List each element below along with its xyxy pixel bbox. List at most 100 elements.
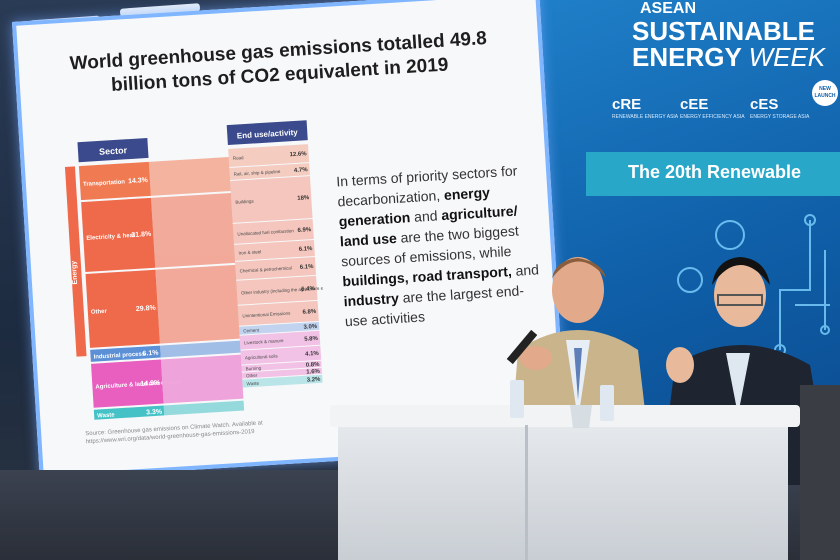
enduse-bar bbox=[240, 345, 322, 365]
cee-logo: cEE bbox=[680, 96, 709, 113]
event-banner-text: The 20th Renewable bbox=[628, 162, 802, 182]
enduse-name: Iron & steel bbox=[238, 249, 261, 255]
table-items bbox=[510, 380, 614, 428]
enduse-value: 4.7% bbox=[294, 167, 309, 174]
enduse-name: Buildings bbox=[235, 199, 254, 205]
event-logo-row: cRE RENEWABLE ENERGY ASIA cEE ENERGY EFF… bbox=[612, 80, 840, 132]
tablecloth-fold bbox=[525, 425, 528, 560]
body-text-part: In terms of priority sectors for decarbo… bbox=[335, 162, 518, 210]
ces-logo: cES bbox=[750, 96, 779, 113]
event-title-line1: SUSTAINABLE bbox=[632, 16, 815, 46]
enduse-bar bbox=[232, 219, 314, 244]
enduse-value: 6.9% bbox=[297, 227, 312, 234]
enduse-name: Agricultural soils bbox=[245, 353, 279, 360]
sector-value: 6.1% bbox=[142, 350, 159, 358]
enduse-value: 1.6% bbox=[306, 369, 321, 376]
sankey-flow bbox=[150, 192, 236, 268]
sankey-flow bbox=[160, 354, 244, 404]
enduse-header: End use/activity bbox=[237, 128, 299, 141]
sector-value: 14.3% bbox=[128, 177, 149, 185]
sector-name: Transportation bbox=[83, 179, 126, 188]
enduse-bar bbox=[241, 367, 323, 379]
sector-header-bg bbox=[77, 137, 149, 163]
body-text-part: industry bbox=[343, 289, 400, 310]
water-bottle bbox=[600, 385, 614, 421]
enduse-bar bbox=[229, 163, 310, 180]
enduse-name: Burning bbox=[245, 365, 261, 371]
enduse-bar bbox=[242, 374, 323, 388]
enduse-value: 3.0% bbox=[303, 324, 318, 331]
enduse-name: Other bbox=[246, 373, 258, 379]
enduse-bar bbox=[237, 300, 319, 326]
enduse-bar bbox=[230, 176, 313, 223]
sector-name: Electricity & heat bbox=[86, 233, 135, 242]
cee-logo-sub: ENERGY EFFICIENCY ASIA bbox=[680, 114, 745, 120]
sector-value: 3.3% bbox=[146, 409, 163, 417]
body-text-part: and bbox=[409, 207, 442, 226]
enduse-value: 6.1% bbox=[300, 264, 315, 271]
sector-bar bbox=[93, 405, 165, 420]
conference-table bbox=[338, 408, 788, 560]
event-title-week: WEEK bbox=[748, 42, 826, 72]
presentation-slide: World greenhouse gas emissions totalled … bbox=[12, 0, 567, 480]
enduse-value: 0.8% bbox=[306, 362, 321, 369]
enduse-bar bbox=[239, 330, 321, 350]
enduse-name: Livestock & manure bbox=[244, 338, 284, 345]
event-banner bbox=[586, 152, 840, 196]
enduse-name: Cement bbox=[243, 327, 260, 333]
emissions-sankey-diagram: Sector End use/activity Energy Transport… bbox=[64, 120, 331, 420]
glass bbox=[570, 405, 592, 428]
sector-bar bbox=[78, 161, 151, 201]
enduse-value: 6.4% bbox=[301, 286, 316, 293]
energy-bar bbox=[64, 166, 87, 357]
event-title-line2: ENERGY WEEK bbox=[632, 44, 825, 70]
enduse-bar bbox=[234, 239, 315, 261]
enduse-bar bbox=[239, 321, 320, 335]
table-top bbox=[330, 405, 800, 427]
sector-name: Agriculture & land use change bbox=[95, 379, 183, 390]
sector-name: Industrial process bbox=[93, 351, 146, 360]
sector-bar bbox=[90, 345, 161, 362]
sector-name: Waste bbox=[97, 412, 115, 419]
enduse-name: Road bbox=[233, 155, 245, 161]
cre-logo-sub: RENEWABLE ENERGY ASIA bbox=[612, 114, 679, 120]
sector-value: 31.8% bbox=[131, 231, 152, 239]
sector-name: Other bbox=[91, 309, 108, 316]
slide-title: World greenhouse gas emissions totalled … bbox=[69, 28, 488, 97]
event-top-word: ASEAN bbox=[640, 0, 697, 17]
enduse-name: Other industry (including the agricultur… bbox=[241, 285, 331, 296]
enduse-bar bbox=[241, 360, 322, 372]
enduse-name: Unintentional Emissions bbox=[242, 311, 291, 319]
enduse-value: 5.8% bbox=[304, 336, 319, 343]
chair bbox=[800, 385, 840, 560]
sankey-flow bbox=[160, 340, 241, 358]
circuit-decoration bbox=[677, 214, 830, 356]
enduse-name: Chemical & petrochemical bbox=[239, 265, 291, 273]
cre-logo: cRE bbox=[612, 96, 642, 113]
enduse-value: 4.1% bbox=[305, 351, 320, 358]
sankey-flow bbox=[155, 264, 240, 344]
enduse-bar bbox=[235, 256, 317, 280]
enduse-value: 18% bbox=[297, 195, 310, 202]
enduse-value: 6.8% bbox=[302, 309, 317, 316]
enduse-bar bbox=[228, 144, 310, 168]
enduse-name: Rail, air, ship & pipeline bbox=[234, 169, 281, 177]
water-bottle bbox=[510, 380, 524, 418]
enduse-name: Unallocated fuel combustion bbox=[237, 228, 294, 236]
energy-label: Energy bbox=[71, 260, 79, 284]
enduse-bar bbox=[236, 275, 318, 305]
enduse-value: 6.1% bbox=[299, 246, 314, 253]
sector-value: 14.9% bbox=[140, 380, 161, 388]
sector-bar bbox=[91, 359, 164, 408]
sector-value: 29.8% bbox=[136, 305, 157, 313]
sector-bar bbox=[81, 197, 156, 272]
enduse-value: 12.6% bbox=[289, 151, 307, 158]
sankey-flow bbox=[163, 400, 245, 416]
sector-bar bbox=[85, 269, 160, 348]
event-title: SUSTAINABLE ENERGY WEEK bbox=[632, 18, 825, 70]
enduse-name: Waste bbox=[246, 381, 259, 387]
new-launch-badge: NEW LAUNCH bbox=[812, 80, 838, 106]
sankey-flow bbox=[148, 157, 231, 196]
enduse-value: 3.2% bbox=[307, 377, 322, 384]
sector-header: Sector bbox=[99, 145, 128, 157]
